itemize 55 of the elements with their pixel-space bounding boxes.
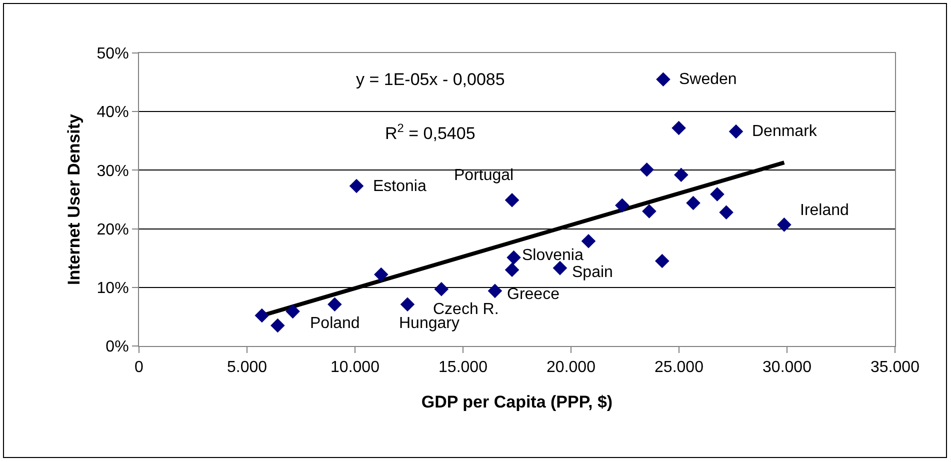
x-tick-label: 25.000	[654, 359, 704, 376]
y-tick-label: 0%	[106, 338, 129, 356]
annotation: Sweden	[679, 71, 737, 88]
point	[328, 297, 342, 312]
point	[642, 204, 656, 218]
x-tick-label: 30.000	[762, 359, 812, 376]
point	[270, 318, 285, 333]
point	[640, 162, 654, 177]
x-tick-label: 5.000	[226, 359, 268, 376]
annotation: Portugal	[454, 167, 514, 184]
annotation: Estonia	[373, 178, 426, 195]
point	[488, 284, 502, 298]
annotation: Spain	[572, 264, 613, 281]
x-tick-label: 0	[134, 359, 144, 376]
point	[581, 234, 596, 248]
point	[655, 254, 670, 268]
point	[710, 187, 724, 202]
annotation: Denmark	[752, 123, 818, 140]
y-tick-label: 50%	[96, 46, 129, 63]
point	[615, 198, 630, 213]
point	[434, 282, 449, 296]
point	[374, 267, 388, 282]
point	[504, 262, 520, 277]
annotation: R$^{2}$ = 0,5405	[385, 121, 476, 144]
point	[656, 72, 670, 87]
point	[686, 196, 700, 210]
x-tick-label: 15.000	[438, 359, 488, 376]
y-tick-label: 20%	[96, 221, 129, 238]
point	[719, 205, 734, 220]
point	[400, 297, 415, 312]
point	[552, 260, 568, 276]
point	[506, 250, 521, 265]
annotation: Greece	[507, 286, 560, 303]
x-tick-label: 35.000	[870, 359, 920, 376]
point	[349, 178, 364, 194]
point	[674, 168, 688, 182]
annotation: y = 1E-05x - 0,0085	[356, 70, 505, 89]
annotation: Slovenia	[522, 247, 584, 264]
annotation: Ireland	[800, 202, 849, 219]
point	[254, 308, 270, 323]
y-tick-label: 30%	[96, 162, 129, 180]
y-axis-title: Internet User Density	[64, 113, 84, 285]
point	[728, 124, 744, 139]
annotation: Poland	[310, 315, 360, 332]
annotation: Hungary	[399, 315, 460, 332]
x-tick-label: 20.000	[546, 359, 596, 376]
point	[286, 304, 300, 319]
point	[777, 218, 792, 232]
y-tick-label: 10%	[96, 280, 129, 297]
annotation: Czech R.	[433, 301, 499, 318]
x-tick-label: 10.000	[330, 359, 380, 376]
point	[672, 120, 686, 136]
x-axis-title: GDP per Capita (PPP, $)	[421, 392, 613, 412]
y-tick-label: 40%	[96, 104, 129, 122]
point	[504, 192, 520, 208]
